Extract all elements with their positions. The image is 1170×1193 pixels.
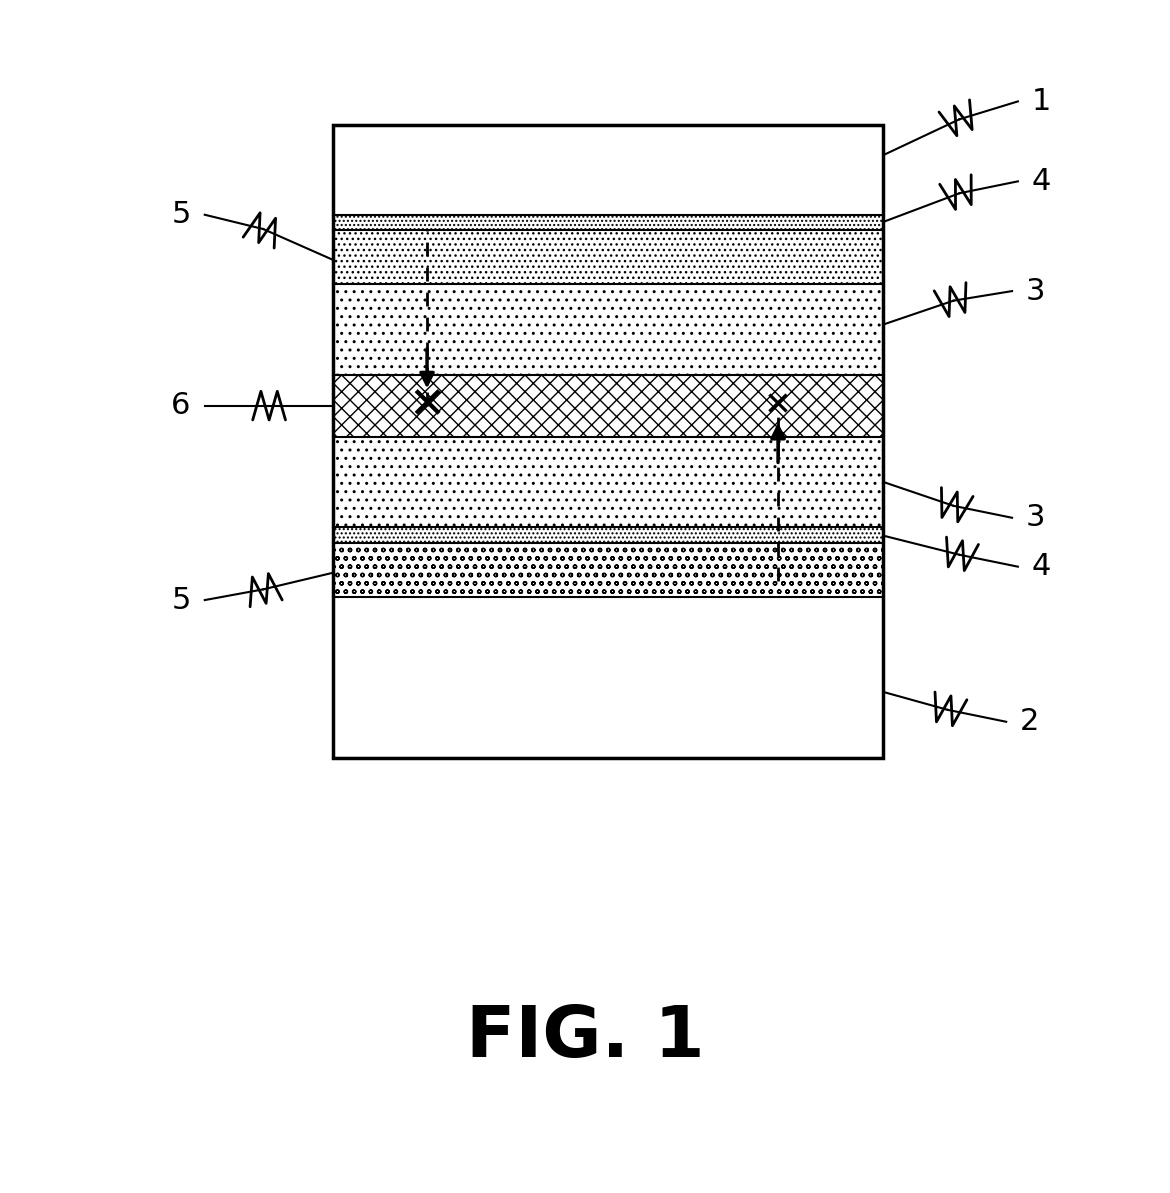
Bar xyxy=(333,230,883,284)
Text: 5: 5 xyxy=(171,200,191,229)
Text: 5: 5 xyxy=(171,586,191,614)
Bar xyxy=(333,375,883,437)
Bar xyxy=(333,284,883,375)
Bar xyxy=(333,596,883,758)
Bar xyxy=(333,437,883,527)
Bar xyxy=(333,543,883,596)
Text: 3: 3 xyxy=(1026,503,1046,532)
Bar xyxy=(333,215,883,230)
Bar xyxy=(333,527,883,543)
Text: 4: 4 xyxy=(1032,167,1052,196)
Text: 4: 4 xyxy=(1032,552,1052,581)
Text: ✕: ✕ xyxy=(764,389,792,422)
Text: ✕: ✕ xyxy=(408,384,446,427)
Text: 3: 3 xyxy=(1026,277,1046,305)
Bar xyxy=(333,125,883,758)
Bar xyxy=(333,125,883,215)
Text: 1: 1 xyxy=(1032,87,1052,116)
Text: FIG. 1: FIG. 1 xyxy=(466,1003,704,1073)
Text: 2: 2 xyxy=(1020,707,1040,736)
Text: 6: 6 xyxy=(171,391,191,420)
